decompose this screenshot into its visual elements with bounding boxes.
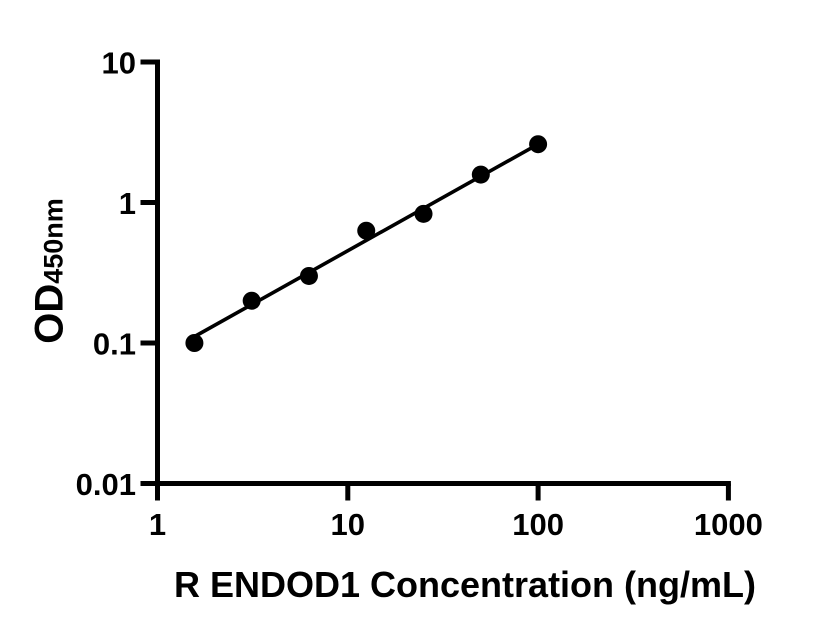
data-point-4 [357,221,376,240]
y-tick-label-10: 10 [102,46,136,81]
data-point-2 [242,291,261,310]
data-point-6 [471,165,490,184]
data-point-3 [299,266,318,285]
data-point-5 [414,204,433,223]
plot-area: 0.01 0.1 1 10 1 10 100 1000 [76,46,763,543]
data-point-1 [185,334,204,352]
y-axis-title-subscript: 450nm [39,198,69,284]
y-tick-label-1: 1 [119,186,136,221]
data-point-7 [529,135,548,154]
y-tick-label-0.01: 0.01 [76,467,136,502]
y-axis-title: OD450nm [28,198,72,344]
x-tick-label-1000: 1000 [694,507,763,542]
x-tick-label-10: 10 [331,507,365,542]
x-tick-label-100: 100 [512,507,564,542]
x-axis-title: R ENDOD1 Concentration (ng/mL) [174,564,756,605]
y-axis-title-main: OD [28,284,72,344]
y-tick-label-0.1: 0.1 [93,327,136,362]
x-tick-label-1: 1 [149,507,166,542]
